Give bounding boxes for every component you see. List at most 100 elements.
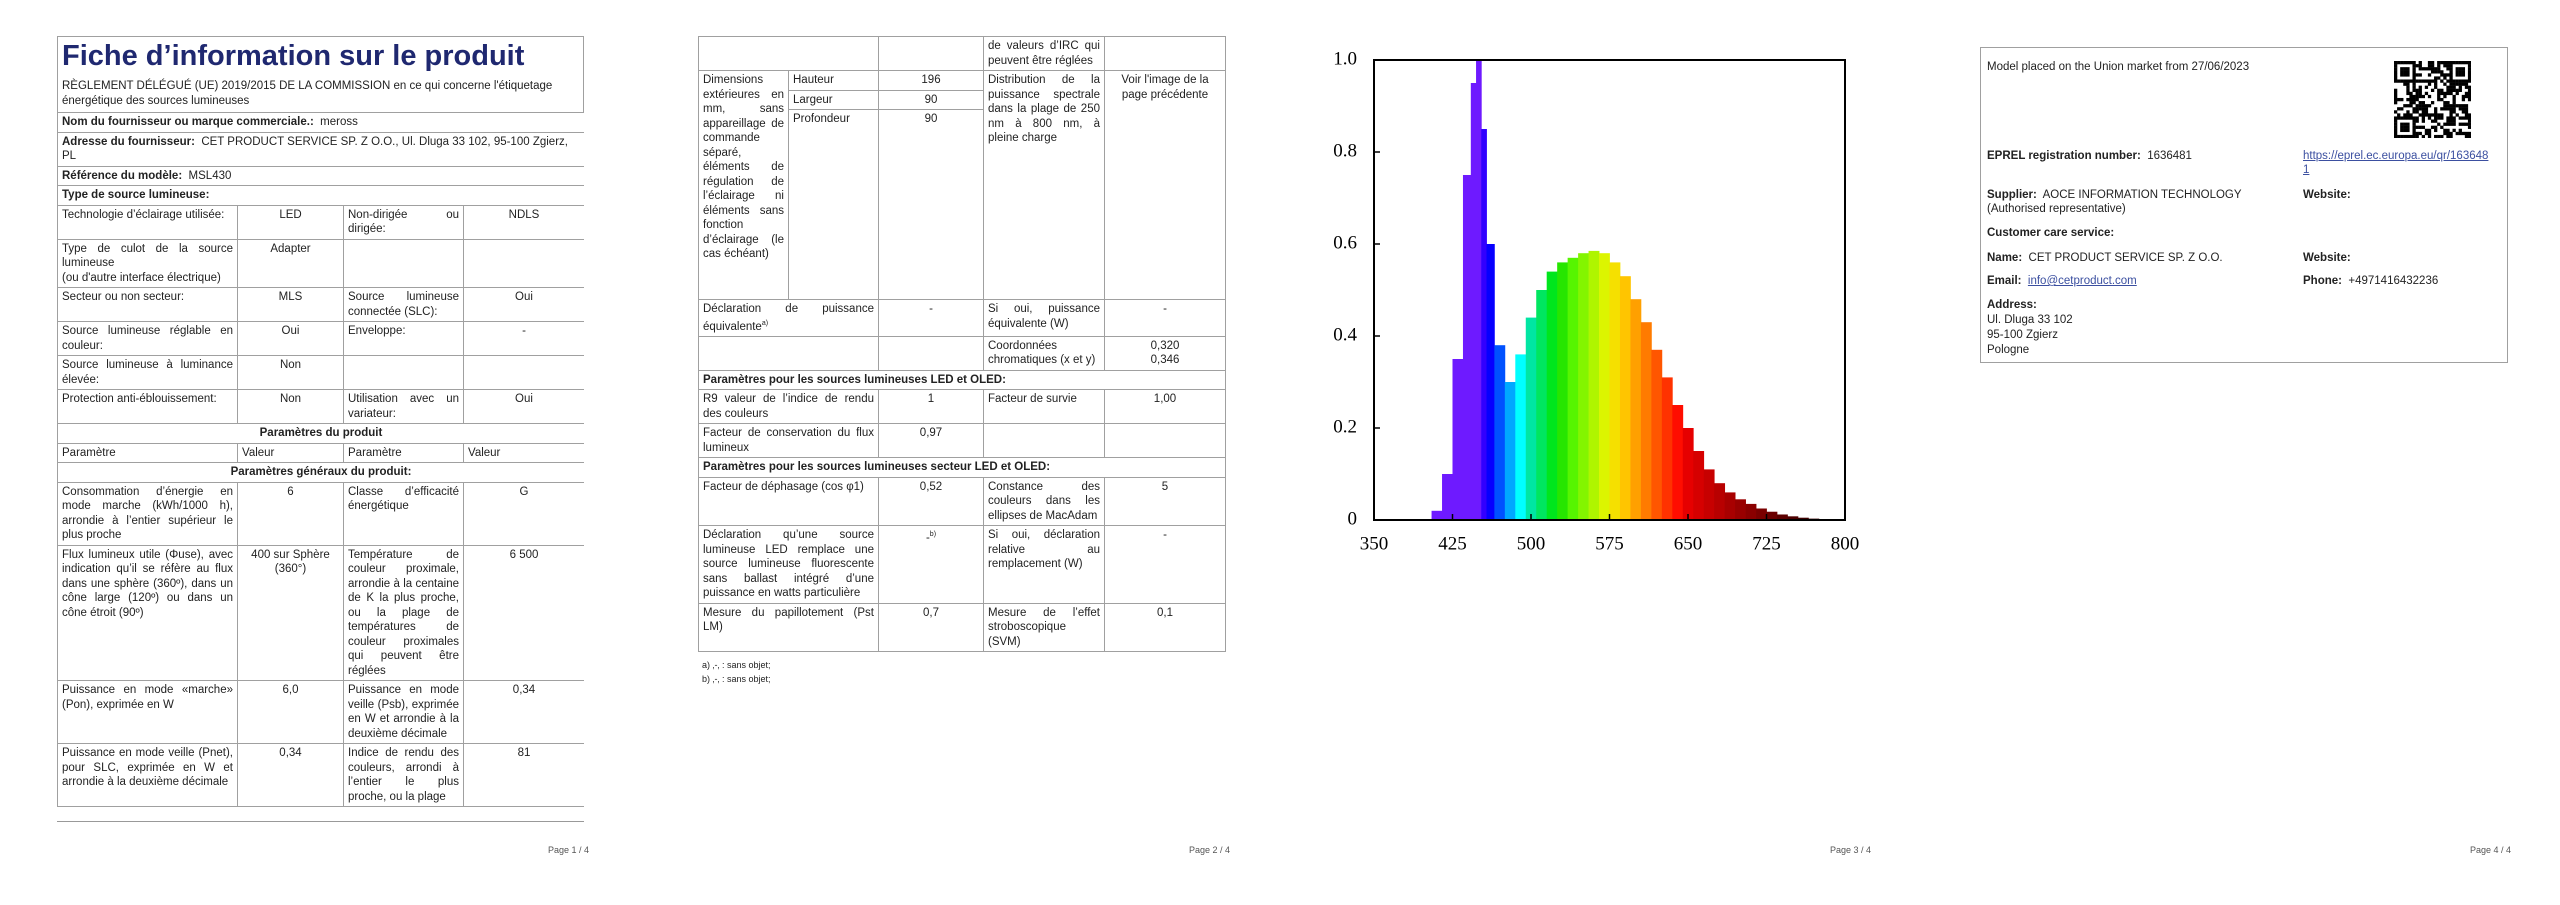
qr-module [2449,91,2453,96]
spectrum-bar [1442,474,1453,520]
qr-module [2437,61,2441,65]
qr-module [2461,67,2466,71]
table-cell: 0,34 [463,680,584,744]
spectrum-bar [1766,511,1778,520]
spectrum-bar [1776,514,1788,520]
qr-module [2394,70,2398,74]
table-row: Paramètres généraux du produit: [57,462,584,483]
qr-module [2400,67,2404,71]
text: 1636481 [2147,150,2192,162]
qr-module [2427,94,2432,99]
qr-module [2464,94,2469,99]
qr-module [2427,113,2432,117]
qr-module [2449,79,2453,83]
table-cell: Technologie d’éclairage utilisée: [57,204,238,240]
table-row: Paramètres du produit [57,423,584,444]
qr-module [2430,88,2435,92]
qr-module [2403,116,2407,120]
table-cell: Flux lumineux utile (Φuse), avec indicat… [57,544,238,681]
qr-module [2467,61,2471,65]
qr-module [2406,128,2410,133]
qr-module [2418,104,2422,108]
table-row: Source lumineuse réglable en couleur: Oui… [57,321,584,356]
qr-module [2412,119,2416,123]
spectrum-bar [1735,499,1746,520]
table-cell: Nom du fournisseur ou marque commerciale… [57,112,584,133]
table-row: Puissance en mode «marche» (Pon), exprim… [57,680,584,744]
spectrum-bar [1630,299,1642,520]
qr-module [2434,113,2438,117]
qr-module [2449,82,2453,86]
qr-module [2461,97,2466,102]
table-cell: 0,320 0,346 [1104,335,1226,371]
page-number: Page 4 / 4 [2470,845,2512,855]
qr-module [2418,67,2422,71]
qr-module [2412,131,2416,136]
qr-module [2437,64,2441,68]
qr-module [2430,70,2435,74]
qr-module [2437,97,2441,102]
spectrum-bar [1494,345,1506,520]
qr-module [2427,131,2432,136]
qr-module [2449,70,2453,74]
qr-module [2452,119,2456,123]
qr-module [2409,113,2413,117]
table-cell: Largeur [788,89,879,110]
qr-module [2424,110,2429,114]
eprel-link[interactable]: https://eprel.ec.europa.eu/qr/1636481 [2303,150,2489,176]
text: Address: [1987,299,2037,311]
qr-module [2400,97,2404,102]
table-cell: Si oui, puissance équivalente (W) [983,299,1105,337]
qr-module [2415,73,2419,77]
spectrum-bar [1619,276,1631,520]
qr-module [2461,116,2466,120]
qr-module [2458,67,2462,71]
spectrum-bar [1599,253,1610,520]
qr-module [2409,97,2413,102]
qr-module [2394,97,2398,102]
text: b) ‚-‚ : sans objet; [702,674,771,685]
qr-module [2464,104,2469,108]
qr-module [2458,122,2462,126]
table-cell: Mesure de l’effet stroboscopique (SVM) [983,602,1105,653]
spectrum-bar [1431,510,1443,520]
table-row: Mesure du papillotement (Pst LM) 0,7 Mesur… [698,602,1226,653]
y-tick-label: 0.2 [1333,416,1357,437]
qr-module [2467,73,2471,77]
page-1: Fiche d’information sur le produit RÈGLE… [57,36,584,822]
qr-module [2412,125,2416,129]
qr-module [2452,85,2456,89]
table-cell: 5 [1104,476,1226,527]
table-cell: Paramètres du produit [57,423,584,444]
table-row: Largeur 90 [699,89,1226,110]
qr-module [2464,91,2469,96]
table-cell [983,423,1105,459]
qr-module [2427,73,2432,77]
table-row: Profondeur 90 [699,109,1226,300]
qr-module [2397,113,2401,117]
qr-module [2400,107,2404,111]
text: Customer care service: [1987,227,2115,239]
qr-module [2418,64,2422,68]
table-cell: Voir l'image de la page précédente [1104,70,1226,300]
email-link[interactable]: info@cetproduct.com [2027,275,2137,287]
qr-module [2464,113,2469,117]
text: Email: [1987,275,2022,287]
table-cell [343,238,464,288]
spectrum-bar [1693,451,1705,520]
qr-module [2437,134,2441,138]
table-cell: 90 [878,89,984,110]
table-cell [1104,36,1226,71]
qr-module [2440,113,2444,117]
text: Website: [2303,189,2351,201]
table-cell: Puissance en mode veille (Psb), exprimée… [343,680,464,744]
page-2: de valeurs d’IRC qui peuvent être réglée… [698,36,1226,685]
text: (ou d'autre interface électrique) [62,271,221,284]
qr-module [2437,116,2441,120]
qr-module [2464,110,2469,114]
qr-module [2446,131,2450,136]
qr-module [2446,88,2450,92]
qr-module [2397,97,2401,102]
text: Supplier: AOCE INFORMATION TECHNOLOGY (A… [1987,188,2287,216]
qr-module [2400,73,2404,77]
